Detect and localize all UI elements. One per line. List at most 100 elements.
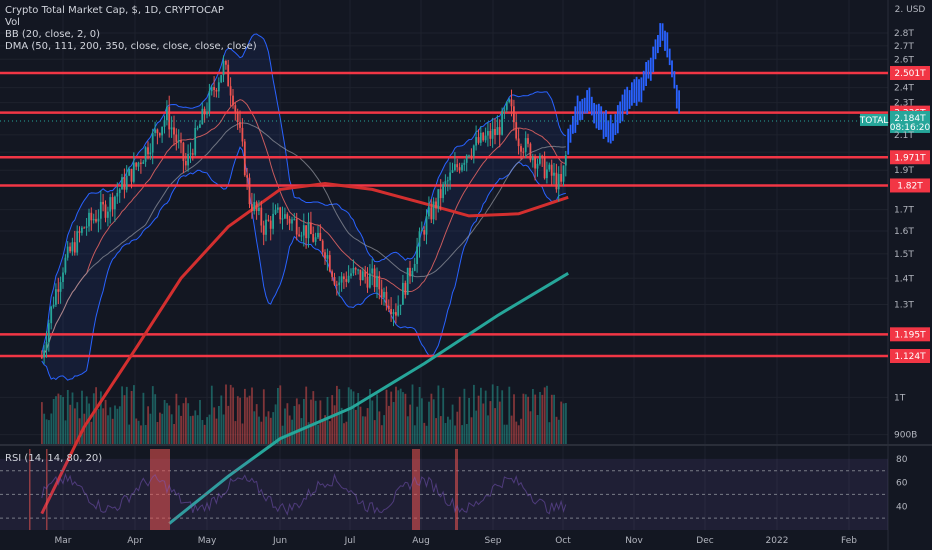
volume-bar <box>246 397 249 444</box>
candle-body <box>293 218 296 220</box>
candle-body <box>83 227 86 229</box>
volume-bar <box>392 402 395 444</box>
volume-bar <box>498 401 501 444</box>
candle-body <box>168 106 171 130</box>
candle-body <box>163 120 166 127</box>
volume-bar <box>522 393 525 444</box>
candle-body <box>390 309 392 315</box>
candle-body <box>154 129 156 133</box>
candle-body <box>484 135 487 141</box>
volume-bar <box>234 421 237 444</box>
volume-bar <box>536 415 539 444</box>
level-label: 1.195T <box>894 330 926 340</box>
candle-body <box>529 143 532 161</box>
candle-body <box>59 282 62 292</box>
legend-title[interactable]: Crypto Total Market Cap, $, 1D, CRYPTOCA… <box>5 5 224 16</box>
candle-body <box>439 189 442 199</box>
volume-bar <box>404 393 407 444</box>
volume-bar <box>229 384 232 444</box>
volume-bar <box>225 384 227 444</box>
candle-body <box>243 141 246 176</box>
candle-body <box>173 127 175 135</box>
candle-body <box>564 155 567 166</box>
volume-bar <box>397 390 400 444</box>
candle-body <box>399 304 402 306</box>
volume-bar <box>159 412 161 444</box>
candle-body <box>510 99 513 107</box>
candle-body <box>99 201 102 219</box>
volume-bar <box>66 390 69 444</box>
candle-body <box>505 102 508 110</box>
candle-body <box>175 134 178 142</box>
volume-bar <box>274 404 277 444</box>
candle-body <box>350 273 352 276</box>
volume-bar <box>560 401 563 444</box>
legend-vol[interactable]: Vol <box>5 17 20 28</box>
volume-bars <box>41 384 567 444</box>
volume-bar <box>163 400 166 444</box>
candle-body <box>203 108 206 115</box>
candle-body <box>371 268 374 274</box>
volume-bar <box>267 411 270 444</box>
legend-dma[interactable]: DMA (50, 111, 200, 350, close, close, cl… <box>5 41 257 52</box>
volume-bar <box>324 415 326 444</box>
ma-350-line <box>168 272 569 525</box>
volume-bar <box>177 405 180 444</box>
volume-bar <box>373 420 376 444</box>
volume-bar <box>57 393 60 444</box>
candle-body <box>536 163 539 169</box>
volume-bar <box>520 418 522 444</box>
candle-body <box>324 252 326 259</box>
volume-bar <box>532 389 534 444</box>
volume-bar <box>515 421 518 444</box>
volume-bar <box>213 407 216 444</box>
volume-bar <box>390 391 393 444</box>
candle-body <box>310 222 312 234</box>
y-tick-label: 2.1T <box>894 131 914 141</box>
candle-body <box>116 192 119 197</box>
volume-bar <box>411 384 414 444</box>
volume-bar <box>418 387 421 444</box>
rsi-legend[interactable]: RSI (14, 14, 80, 20) <box>5 453 103 464</box>
volume-bar <box>269 417 272 444</box>
candle-body <box>104 204 107 218</box>
y-tick-label: 1.6T <box>894 227 914 237</box>
legend-bb[interactable]: BB (20, close, 2, 0) <box>5 29 100 40</box>
volume-bar <box>187 403 190 444</box>
volume-bar <box>293 406 296 444</box>
volume-bar <box>121 386 123 444</box>
candle-body <box>201 108 204 125</box>
candle-body <box>369 273 371 288</box>
level-label: 1.971T <box>894 153 926 163</box>
candle-body <box>255 202 258 211</box>
candle-body <box>295 218 298 235</box>
candle-body <box>411 270 414 277</box>
candle-body <box>376 275 378 288</box>
volume-bar <box>345 421 348 444</box>
volume-bar <box>232 387 234 444</box>
volume-bar <box>97 409 100 444</box>
candle-body <box>69 246 71 252</box>
symbol-tag-text: TOTAL <box>859 116 889 126</box>
volume-bar <box>362 416 364 444</box>
y-tick-label: 1.5T <box>894 250 914 260</box>
volume-bar <box>286 403 289 444</box>
volume-bar <box>166 403 168 444</box>
candle-body <box>225 61 227 65</box>
candle-body <box>47 323 50 342</box>
volume-bar <box>541 394 544 444</box>
volume-bar <box>333 405 336 444</box>
volume-bar <box>128 424 131 444</box>
volume-bar <box>456 411 459 444</box>
volume-bar <box>494 408 496 444</box>
volume-bar <box>444 423 447 444</box>
level-label: 2.501T <box>894 69 926 79</box>
candle-body <box>312 234 315 242</box>
volume-bar <box>484 390 487 444</box>
x-tick-label: Apr <box>127 536 143 546</box>
candle-body <box>522 151 525 153</box>
candle-body <box>121 177 123 190</box>
volume-bar <box>92 393 95 444</box>
candle-body <box>543 156 546 179</box>
